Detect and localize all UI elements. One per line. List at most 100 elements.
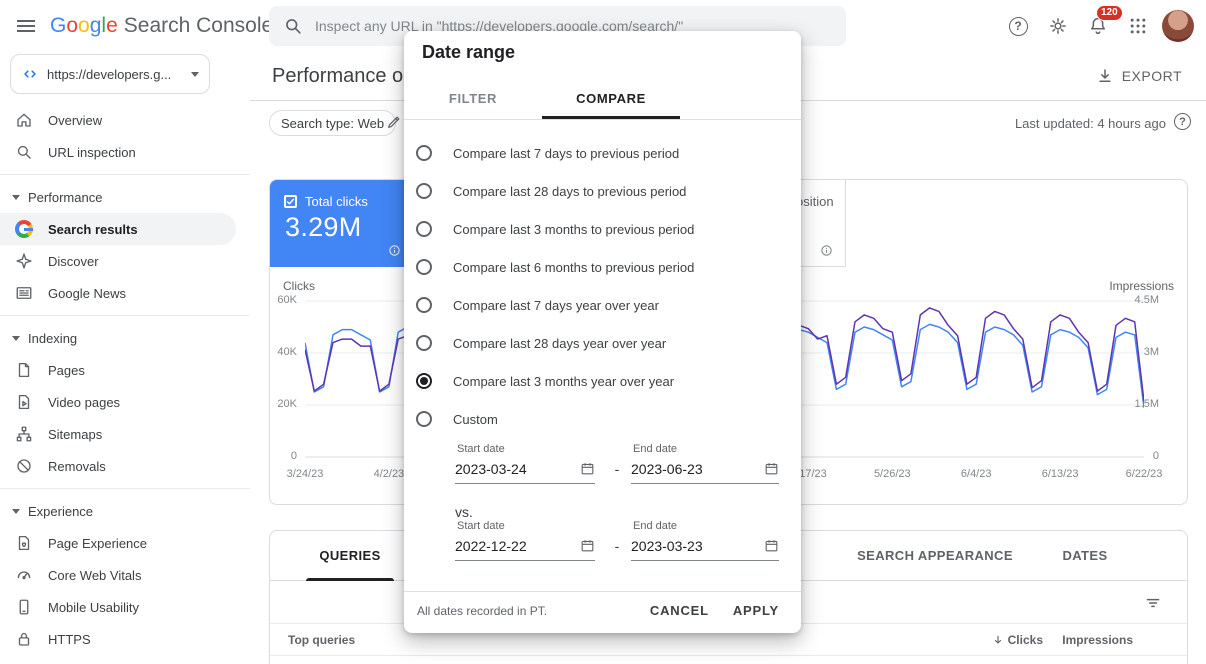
pages-icon [14, 360, 34, 380]
sidebar-item-core-web-vitals[interactable]: Core Web Vitals [0, 559, 250, 591]
radio-selected-icon [416, 373, 432, 389]
sidebar-item-label: Page Experience [48, 535, 148, 551]
help-icon: ? [1174, 113, 1191, 130]
radio-icon [416, 145, 432, 161]
y-axis-tick-right: 3M [1143, 346, 1159, 358]
property-label: https://developers.g... [47, 66, 172, 82]
column-header-impressions[interactable]: Impressions [1062, 632, 1133, 647]
start-date-input-1[interactable]: 2023-03-24 [455, 458, 595, 484]
tab-search-appearance[interactable]: SEARCH APPEARANCE [857, 548, 1013, 563]
sidebar-item-removals[interactable]: Removals [0, 450, 250, 482]
calendar-icon[interactable] [580, 538, 595, 553]
help-icon: ? [1008, 16, 1028, 36]
column-header-top-queries[interactable]: Top queries [288, 632, 356, 647]
compare-option-compare-last-28-days-to-previous-period[interactable]: Compare last 28 days to previous period [404, 172, 801, 210]
sidebar-item-search-results[interactable]: Search results [0, 213, 236, 245]
logo-letter: o [78, 14, 90, 37]
end-date-value-1: 2023-06-23 [631, 461, 703, 477]
end-date-input-2[interactable]: 2023-03-23 [631, 535, 779, 561]
radio-icon [416, 183, 432, 199]
settings-button[interactable] [1038, 6, 1078, 46]
x-axis-tick: 3/24/23 [286, 468, 324, 480]
apply-button[interactable]: APPLY [721, 594, 791, 627]
compare-option-compare-last-3-months-year-over-year[interactable]: Compare last 3 months year over year [404, 362, 801, 400]
start-date-value-2: 2022-12-22 [455, 538, 527, 554]
column-header-label: Clicks [1007, 632, 1043, 647]
sidebar-item-sitemaps[interactable]: Sitemaps [0, 418, 250, 450]
notifications-button[interactable]: 120 [1078, 5, 1123, 46]
sidebar-item-label: Video pages [48, 394, 121, 410]
y-axis-title-clicks: Clicks [283, 279, 315, 293]
compare-option-label: Compare last 3 months to previous period [453, 221, 695, 237]
compare-option-label: Compare last 7 days to previous period [453, 145, 680, 161]
calendar-icon[interactable] [580, 461, 595, 476]
product-name: Search Console [123, 14, 274, 37]
sidebar-item-google-news[interactable]: Google News [0, 277, 250, 309]
metric-tile-total-clicks[interactable]: Total clicks 3.29M [270, 180, 414, 267]
sidebar-item-overview[interactable]: Overview [0, 104, 250, 136]
end-date-input-1[interactable]: 2023-06-23 [631, 458, 779, 484]
calendar-icon[interactable] [764, 538, 779, 553]
collapse-caret-icon [12, 335, 20, 341]
tab-queries[interactable]: QUERIES [300, 531, 400, 581]
apps-grid-button[interactable] [1118, 6, 1158, 46]
y-axis-tick-right: 4.5M [1134, 294, 1159, 306]
search-type-label: Search type: Web [281, 115, 385, 131]
search-type-chip[interactable]: Search type: Web [269, 110, 397, 136]
logo-letter: l [101, 14, 107, 37]
sidebar-item-video-pages[interactable]: Video pages [0, 386, 250, 418]
export-button[interactable]: EXPORT [1096, 67, 1182, 85]
metric-label: Total clicks [305, 194, 368, 209]
notification-badge: 120 [1096, 5, 1123, 21]
sidebar-section-indexing[interactable]: Indexing [0, 322, 250, 354]
export-label: EXPORT [1121, 68, 1182, 84]
sidebar-section-performance[interactable]: Performance [0, 181, 250, 213]
help-button-small[interactable]: ? [1174, 113, 1191, 130]
compare-option-custom[interactable]: Custom [404, 400, 801, 438]
sidebar-section-label: Indexing [28, 330, 78, 346]
sidebar-item-mobile-usability[interactable]: Mobile Usability [0, 591, 250, 623]
compare-option-compare-last-3-months-to-previous-period[interactable]: Compare last 3 months to previous period [404, 210, 801, 248]
compare-option-compare-last-28-days-year-over-year[interactable]: Compare last 28 days year over year [404, 324, 801, 362]
mobile-usability-icon [14, 597, 34, 617]
edit-filters-button[interactable] [380, 108, 408, 136]
sidebar-item-label: Pages [48, 362, 85, 378]
calendar-icon[interactable] [764, 461, 779, 476]
tab-dates[interactable]: DATES [1062, 548, 1108, 563]
sidebar-item-label: Overview [48, 112, 103, 128]
help-button[interactable]: ? [998, 6, 1038, 46]
radio-icon [416, 221, 432, 237]
metric-value: 3.29M [285, 212, 362, 242]
account-button[interactable] [1158, 6, 1198, 46]
column-header-clicks[interactable]: Clicks [923, 633, 1043, 647]
radio-icon [416, 259, 432, 275]
sidebar-item-url-inspection[interactable]: URL inspection [0, 136, 250, 168]
divider [404, 591, 801, 592]
sidebar-item-discover[interactable]: Discover [0, 245, 250, 277]
divider [0, 315, 250, 316]
compare-option-compare-last-7-days-to-previous-period[interactable]: Compare last 7 days to previous period [404, 134, 801, 172]
x-axis-tick: 4/2/23 [373, 468, 405, 480]
sidebar-item-label: Core Web Vitals [48, 567, 142, 583]
dialog-tab-filter[interactable]: FILTER [448, 91, 498, 106]
sidebar-section-experience[interactable]: Experience [0, 495, 250, 527]
property-selector[interactable]: https://developers.g... [10, 54, 210, 94]
sidebar-section-label: Experience [28, 503, 94, 519]
sort-desc-icon [994, 635, 1001, 644]
filter-rows-button[interactable] [1141, 591, 1165, 615]
start-date-input-2[interactable]: 2022-12-22 [455, 535, 595, 561]
cancel-button[interactable]: CANCEL [638, 594, 721, 627]
sidebar-item-label: Sitemaps [48, 426, 103, 442]
compare-option-compare-last-7-days-year-over-year[interactable]: Compare last 7 days year over year [404, 286, 801, 324]
dialog-tab-compare[interactable]: COMPARE [542, 78, 680, 119]
compare-option-label: Compare last 6 months to previous period [453, 259, 695, 275]
menu-icon[interactable] [6, 6, 46, 46]
sidebar-item-page-experience[interactable]: Page Experience [0, 527, 250, 559]
sidebar-item-pages[interactable]: Pages [0, 354, 250, 386]
compare-option-compare-last-6-months-to-previous-period[interactable]: Compare last 6 months to previous period [404, 248, 801, 286]
sidebar-item-label: Discover [48, 253, 99, 269]
google-news-icon [14, 283, 34, 303]
sidebar-item-label: HTTPS [48, 631, 91, 647]
info-icon [388, 244, 401, 257]
sidebar-item-https[interactable]: HTTPS [0, 623, 250, 655]
